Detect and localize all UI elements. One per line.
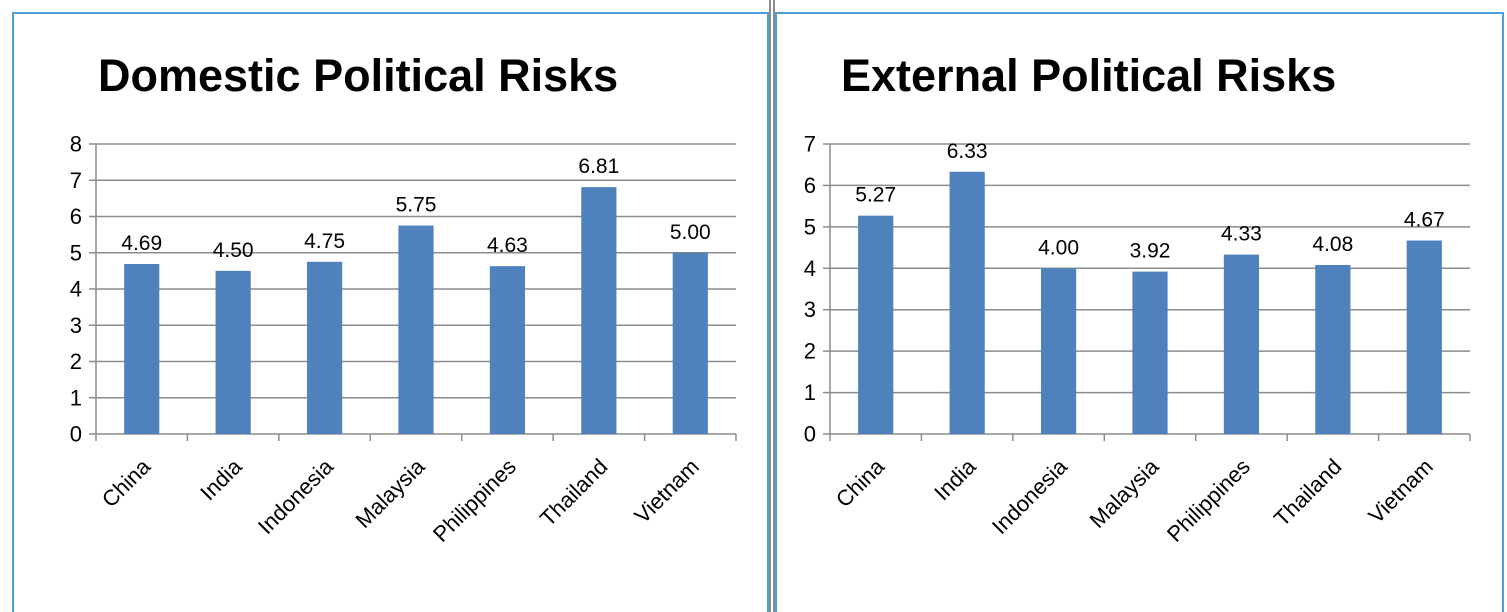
data-label: 5.27: [855, 184, 896, 207]
domestic-chart-panel: Domestic Political Risks 0 1 2 3 4 5 6 7 8 4.69 Ch…: [12, 12, 769, 612]
bar-philippines: [489, 266, 526, 434]
y-tick-label: 7: [804, 132, 816, 157]
y-tick-label: 2: [804, 339, 816, 364]
x-tick-label: Indonesia: [253, 453, 339, 539]
y-tick-label: 8: [70, 132, 82, 157]
x-tick-label: Thailand: [535, 454, 612, 531]
bar-india: [949, 171, 985, 434]
y-tick-label: 3: [70, 313, 82, 338]
y-tick-label: 0: [804, 422, 816, 447]
external-chart-title: External Political Risks: [841, 50, 1337, 101]
y-tick-label: 6: [804, 173, 816, 198]
y-tick-label: 4: [804, 256, 816, 281]
y-tick-label: 3: [804, 297, 816, 322]
y-tick-label: 5: [70, 240, 82, 265]
x-tick-label: Philippines: [428, 454, 521, 547]
data-label: 4.75: [304, 230, 345, 253]
data-label: 4.50: [213, 239, 254, 262]
panel-divider: [769, 0, 775, 612]
bar-china: [858, 215, 894, 434]
y-tick-label: 5: [804, 214, 816, 239]
data-label: 4.00: [1038, 236, 1079, 259]
bar-thailand: [581, 187, 617, 434]
bar-thailand: [1315, 264, 1351, 434]
x-tick-label: Malaysia: [350, 453, 430, 533]
bar-malaysia: [398, 225, 434, 434]
bar-indonesia: [1040, 268, 1077, 434]
bar-malaysia: [1132, 271, 1168, 434]
x-tick-label: Vietnam: [629, 454, 703, 528]
y-tick-label: 0: [70, 422, 82, 447]
external-chart-panel: External Political Risks 0 1 2 3 4 5 6 7 5.27 Chi…: [775, 12, 1504, 612]
domestic-chart-title: Domestic Political Risks: [98, 50, 619, 101]
x-tick-label: Thailand: [1269, 454, 1346, 531]
y-tick-label: 6: [70, 204, 82, 229]
bar-vietnam: [1406, 240, 1442, 434]
x-tick-label: Indonesia: [987, 453, 1073, 539]
data-label: 5.00: [670, 221, 711, 244]
bar-indonesia: [306, 261, 343, 434]
data-label: 5.75: [396, 194, 437, 217]
x-tick-label: Malaysia: [1084, 453, 1164, 533]
y-tick-label: 7: [70, 168, 82, 193]
bar-vietnam: [672, 252, 708, 434]
data-label: 6.33: [947, 140, 988, 163]
domestic-chart-plot: 0 1 2 3 4 5 6 7 8 4.69 China 4.50 India 4.75 Indonesia…: [70, 132, 737, 547]
bar-india: [215, 270, 251, 434]
data-label: 4.63: [487, 234, 528, 257]
y-tick-label: 1: [804, 380, 816, 405]
data-label: 4.67: [1404, 209, 1445, 232]
data-label: 3.92: [1130, 240, 1171, 263]
external-chart-plot: 0 1 2 3 4 5 6 7 5.27 China 6.33 India 4.00 Indonesia 3…: [804, 132, 1471, 547]
x-tick-label: China: [831, 453, 890, 512]
x-tick-label: Vietnam: [1363, 454, 1437, 528]
y-tick-label: 2: [70, 349, 82, 374]
x-tick-label: Philippines: [1162, 454, 1255, 547]
x-tick-label: China: [97, 453, 156, 512]
data-label: 4.69: [121, 232, 162, 255]
x-tick-label: India: [195, 453, 247, 505]
data-label: 4.33: [1221, 223, 1262, 246]
x-tick-label: India: [929, 453, 981, 505]
bar-philippines: [1223, 254, 1260, 434]
data-label: 4.08: [1312, 233, 1353, 256]
y-tick-label: 1: [70, 385, 82, 410]
data-label: 6.81: [578, 155, 619, 178]
bar-china: [124, 263, 160, 434]
y-tick-label: 4: [70, 277, 82, 302]
